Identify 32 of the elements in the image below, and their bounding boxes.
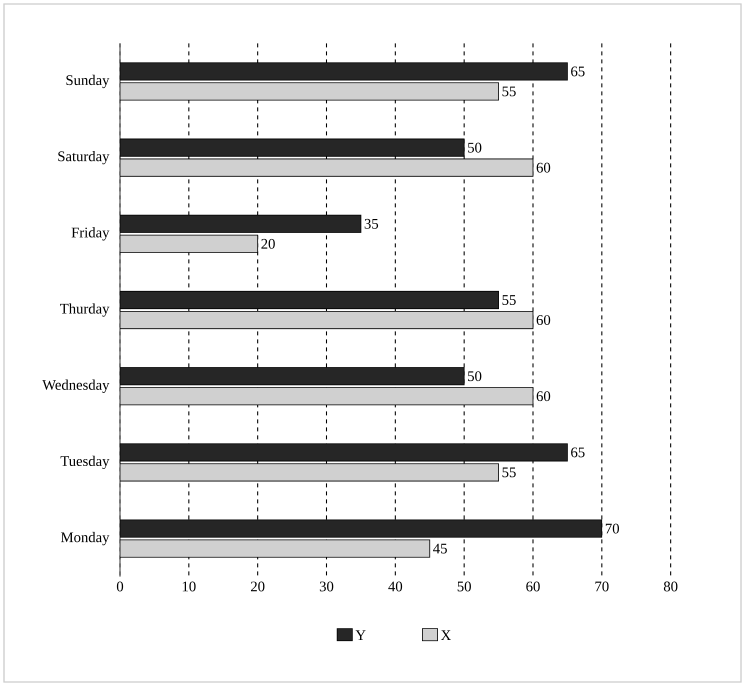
x-tick-label: 0 <box>116 582 124 592</box>
x-tick-label: 40 <box>388 582 402 592</box>
data-label: 70 <box>606 524 620 534</box>
y-tick-label: Friday <box>72 227 110 240</box>
legend-label: Y <box>356 630 366 640</box>
data-label: 65 <box>571 447 585 458</box>
data-label: 55 <box>502 468 516 478</box>
x-tick-label: 80 <box>664 582 678 592</box>
x-tick-label: 50 <box>458 582 471 592</box>
legend-label: X <box>440 630 451 640</box>
data-label: 45 <box>433 544 447 554</box>
data-label: 60 <box>536 391 550 402</box>
y-tick-label: Sunday <box>66 74 110 88</box>
x-tick-label: 20 <box>250 582 264 592</box>
data-label: 65 <box>571 66 585 76</box>
data-label: 50 <box>468 371 482 382</box>
data-label: 35 <box>364 218 378 229</box>
x-tick-label: 60 <box>526 582 540 592</box>
data-label: 20 <box>261 238 275 249</box>
data-label: 55 <box>502 295 516 305</box>
data-label: 50 <box>468 142 482 153</box>
x-tick-label: 30 <box>320 582 334 592</box>
data-label: 60 <box>536 162 550 173</box>
x-tick-label: 10 <box>182 582 196 592</box>
data-label: 60 <box>536 315 550 325</box>
x-tick-label: 70 <box>595 582 609 592</box>
y-tick-label: Monday <box>61 532 110 546</box>
y-tick-label: Wednesday <box>42 380 110 393</box>
y-tick-label: Saturday <box>58 150 110 164</box>
data-label: 55 <box>502 86 516 96</box>
y-tick-label: Tuesday <box>60 456 110 470</box>
y-tick-label: Thurday <box>60 303 110 317</box>
